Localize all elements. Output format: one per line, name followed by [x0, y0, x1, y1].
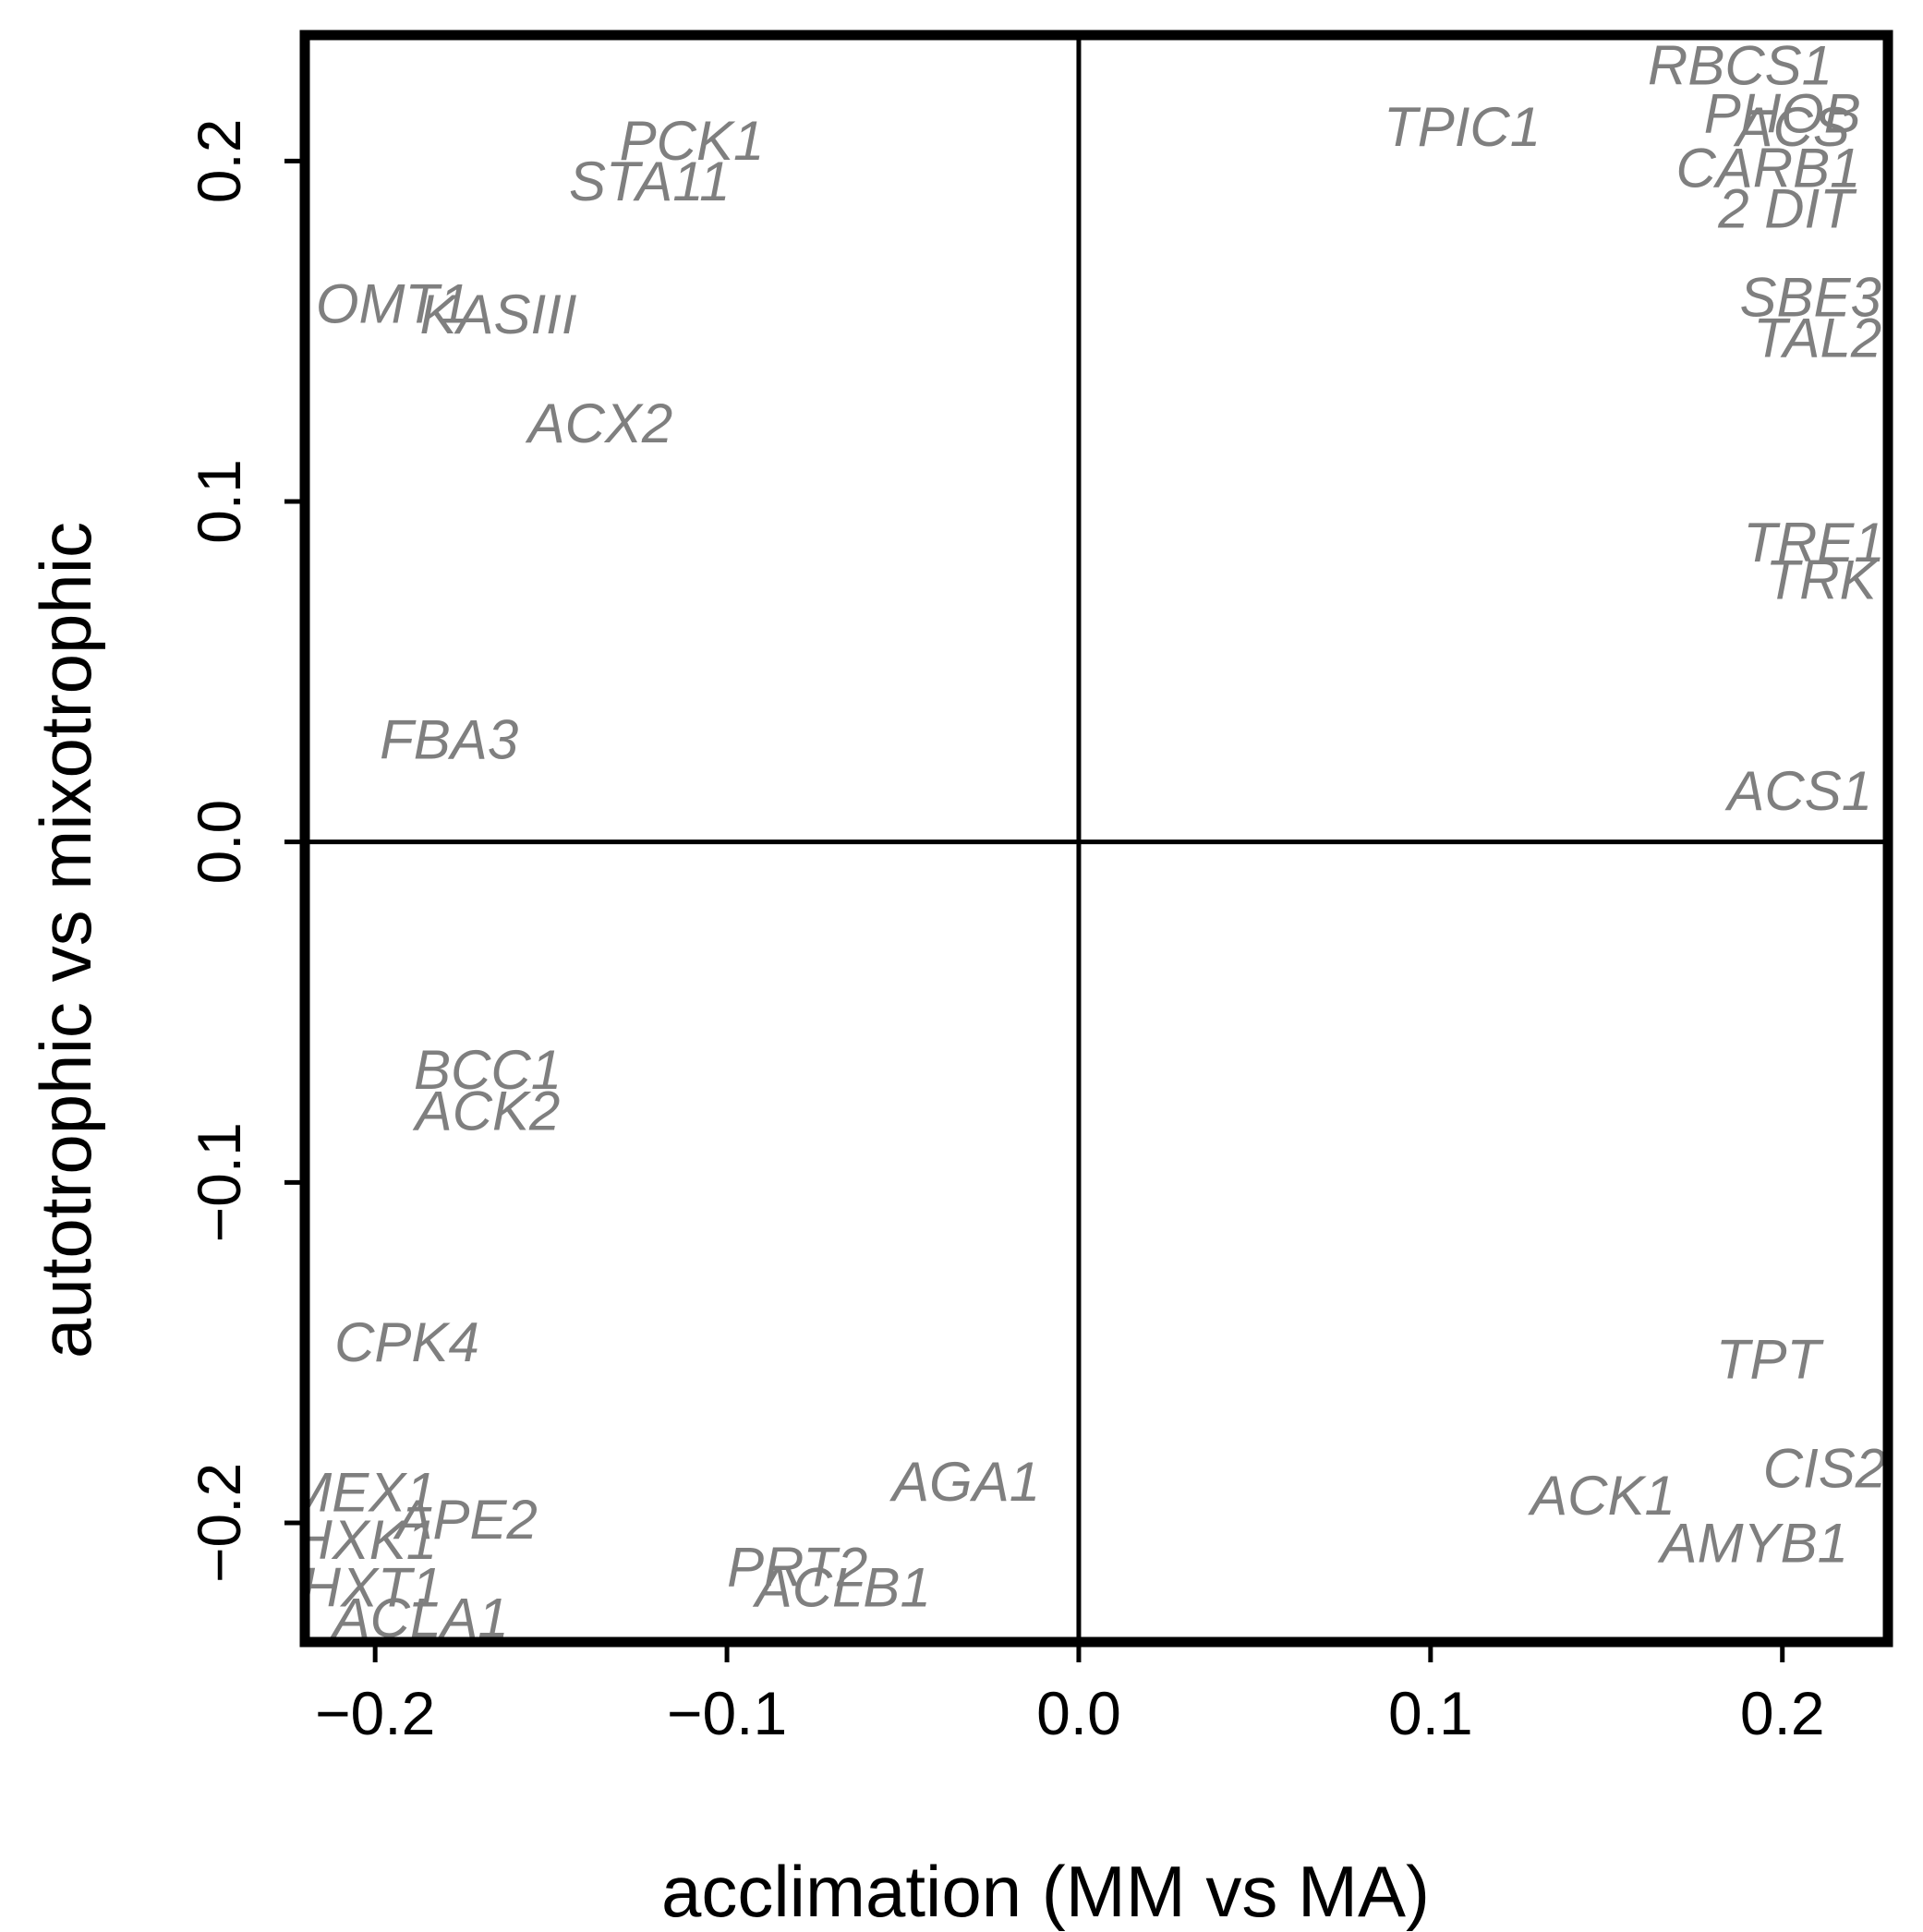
- point-label: APE2: [393, 1489, 537, 1551]
- y-axis-title: autotrophic vs mixotrophic: [25, 522, 106, 1358]
- point-label: TPT: [1716, 1329, 1825, 1391]
- reference-lines: [305, 35, 1888, 1642]
- point-label: MEX1: [285, 1461, 436, 1523]
- point-label: ACS: [1733, 96, 1849, 158]
- x-axis: −0.2 −0.1 0.0 0.1 0.2: [315, 1642, 1825, 1747]
- point-label: ACS1: [1724, 760, 1872, 822]
- y-tick-label: 0.1: [185, 459, 253, 544]
- point-label: 2 DIT: [1717, 178, 1857, 240]
- x-tick-label: 0.2: [1740, 1679, 1825, 1747]
- y-tick-label: −0.1: [185, 1122, 253, 1242]
- point-label: ACK1: [1528, 1465, 1675, 1527]
- point-label: FBA3: [380, 709, 518, 771]
- point-label: CPK4: [334, 1311, 479, 1373]
- point-label: SBE3: [1739, 266, 1881, 328]
- x-tick-label: −0.2: [315, 1679, 435, 1747]
- point-label: RBCS1: [1648, 35, 1832, 97]
- point-label: PHOB: [1704, 82, 1861, 144]
- point-label: AGA1: [889, 1451, 1040, 1513]
- y-tick-label: 0.2: [185, 119, 253, 204]
- y-tick-label: 0.0: [185, 800, 253, 885]
- y-tick-label: −0.2: [185, 1463, 253, 1583]
- x-tick-label: −0.1: [667, 1679, 787, 1747]
- point-label: CARB1: [1675, 137, 1860, 199]
- point-label: TRK: [1766, 549, 1880, 610]
- plot-frame: [299, 30, 1893, 1648]
- point-label: TAL2: [1753, 308, 1881, 369]
- point-label: OMT1: [316, 273, 470, 335]
- point-label: HXT1: [301, 1557, 442, 1619]
- point-label: ACLB1: [753, 1557, 931, 1619]
- point-label: ACK2: [413, 1080, 561, 1141]
- point-label: HXK1: [292, 1509, 437, 1571]
- point-label: KASIII: [419, 284, 576, 345]
- point-label: AMYB1: [1658, 1513, 1848, 1575]
- x-axis-title: acclimation (MM vs MA): [661, 1851, 1430, 1932]
- point-label: TRE1: [1743, 512, 1884, 574]
- point-label: PCK1: [620, 110, 765, 172]
- point-label: STA11: [569, 151, 731, 212]
- y-axis: −0.2 −0.1 0.0 0.1 0.2: [185, 119, 305, 1583]
- x-tick-label: 0.0: [1036, 1679, 1121, 1747]
- point-label: CIS2: [1763, 1437, 1886, 1499]
- x-tick-label: 0.1: [1388, 1679, 1473, 1747]
- point-label: ACX2: [526, 392, 673, 454]
- point-label: TPIC1: [1384, 96, 1541, 158]
- point-label: ACLA1: [331, 1588, 509, 1649]
- point-label: PRT2: [727, 1536, 867, 1598]
- point-label: BCC1: [414, 1039, 562, 1101]
